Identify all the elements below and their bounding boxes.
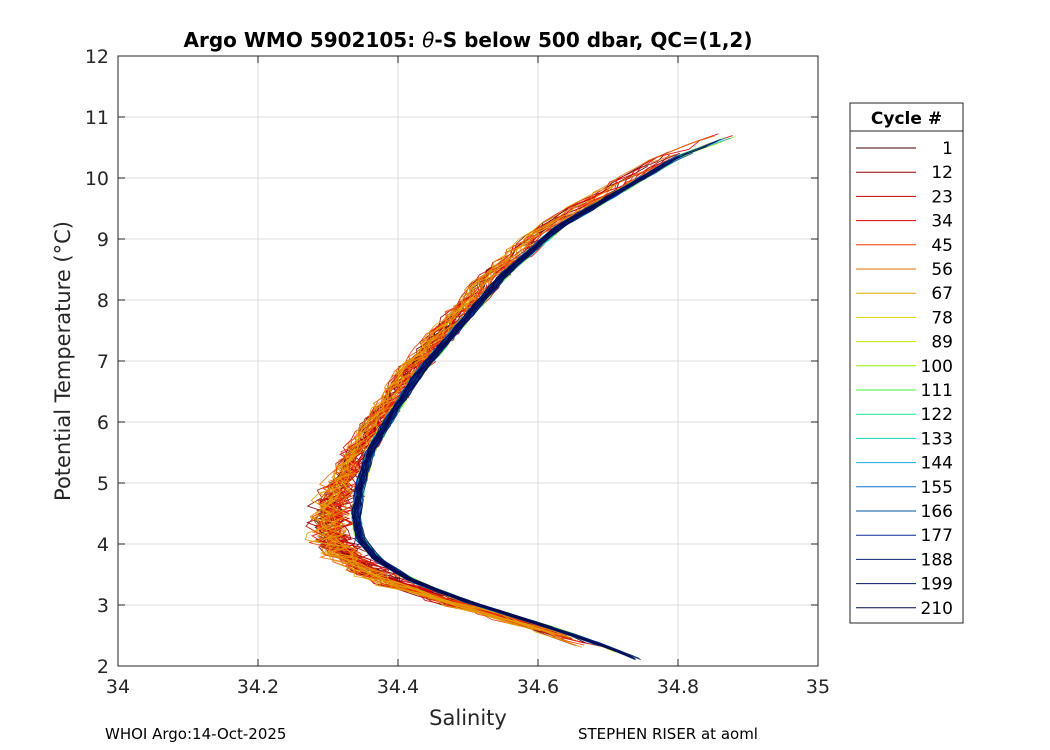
profile-line	[312, 218, 556, 632]
grid-lines	[117, 55, 819, 667]
legend-entry-label: 34	[931, 212, 953, 232]
x-tick-label: 34.6	[517, 676, 559, 698]
x-tick-label: 34.8	[657, 676, 699, 698]
legend-entry-label: 23	[931, 187, 953, 207]
legend-entry-label: 177	[921, 526, 953, 546]
profile-line	[351, 193, 630, 657]
profile-curves	[304, 133, 735, 661]
legend-entry-label: 166	[921, 502, 953, 522]
footer-source: WHOI Argo:14-Oct-2025	[105, 725, 287, 743]
y-tick-label: 3	[97, 595, 109, 617]
legend: Cycle #1 12 23 34 45 56 67 78 89 100 111 122 133 144 1…	[849, 102, 964, 624]
y-tick-label: 5	[97, 473, 109, 495]
x-axis-label: Salinity	[429, 706, 507, 730]
y-tick-label: 8	[97, 290, 109, 312]
profile-line	[311, 291, 563, 641]
legend-entry-label: 56	[931, 260, 953, 280]
y-tick-label: 7	[97, 351, 109, 373]
legend-entry-label: 67	[931, 284, 953, 304]
y-tick-label: 9	[97, 229, 109, 251]
legend-entry-label: 1	[942, 139, 953, 159]
y-tick-label: 6	[97, 412, 109, 434]
legend-entry-label: 100	[921, 357, 953, 377]
x-tick-label: 34.4	[377, 676, 419, 698]
legend-box	[849, 102, 964, 624]
y-tick-label: 2	[97, 656, 109, 678]
profile-line	[309, 135, 715, 623]
legend-entry-label: 45	[931, 236, 953, 256]
y-tick-label: 12	[85, 46, 109, 68]
x-tick-label: 35	[806, 676, 830, 698]
profile-line	[358, 199, 609, 629]
x-tick-label: 34.2	[237, 676, 279, 698]
legend-entry-label: 111	[921, 381, 953, 401]
legend-entry-label: 122	[921, 405, 953, 425]
legend-entry-label: 188	[921, 550, 953, 570]
y-axis-label: Potential Temperature (°C)	[51, 221, 75, 501]
profile-line	[317, 184, 618, 648]
profile-line	[353, 141, 718, 646]
profile-line	[359, 202, 603, 628]
legend-entry-label: 199	[921, 575, 953, 595]
y-tick-label: 10	[85, 168, 109, 190]
legend-entry-label: 210	[921, 599, 953, 619]
y-tick-label: 11	[85, 107, 109, 129]
legend-entry-label: 78	[931, 308, 953, 328]
legend-entry-label: 155	[921, 478, 953, 498]
profile-line	[322, 183, 617, 636]
legend-entry-label: 12	[931, 163, 953, 183]
chart-title: Argo WMO 5902105: θ-S below 500 dbar, QC…	[184, 28, 753, 52]
legend-entry-label: 133	[921, 429, 953, 449]
legend-entry-label: 89	[931, 333, 953, 353]
legend-entry-label: 144	[921, 454, 953, 474]
y-tick-label: 4	[97, 534, 109, 556]
x-tick-label: 34	[106, 676, 130, 698]
legend-title: Cycle #	[871, 109, 942, 129]
footer-operator: STEPHEN RISER at aoml	[578, 725, 758, 743]
